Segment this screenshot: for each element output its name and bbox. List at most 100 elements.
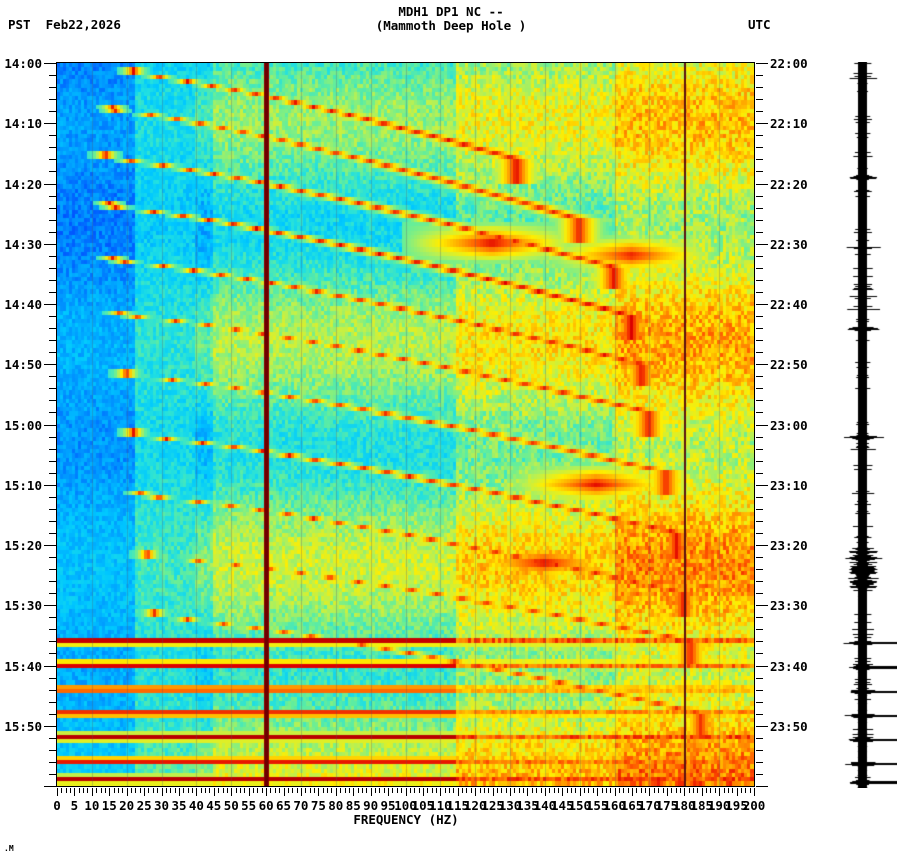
time-tick-left xyxy=(49,87,56,89)
frequency-tick xyxy=(523,788,525,793)
frequency-tick xyxy=(588,788,590,793)
frequency-label: 80 xyxy=(328,798,344,813)
frequency-tick xyxy=(283,788,285,796)
frequency-label: 50 xyxy=(223,798,239,813)
frequency-tick xyxy=(196,788,198,796)
frequency-tick xyxy=(658,788,660,793)
time-tick-right xyxy=(756,316,763,318)
frequency-tick xyxy=(440,788,442,796)
frequency-tick xyxy=(719,788,721,796)
time-tick-left xyxy=(49,267,56,269)
frequency-tick xyxy=(575,788,577,793)
frequency-tick xyxy=(710,788,712,793)
time-tick-right xyxy=(756,231,763,233)
time-tick-left xyxy=(49,448,56,450)
frequency-label: 165 xyxy=(620,798,644,813)
frequency-tick xyxy=(226,788,228,793)
frequency-label: 55 xyxy=(241,798,257,813)
time-tick-right xyxy=(756,713,763,715)
frequency-tick xyxy=(653,788,655,793)
time-tick-right xyxy=(756,159,763,161)
frequency-tick xyxy=(714,788,716,793)
frequency-tick xyxy=(449,788,451,793)
time-tick-right xyxy=(756,605,768,607)
frequency-tick xyxy=(496,788,498,793)
time-label-pst: 15:20 xyxy=(4,538,42,553)
time-axis-pst: 14:00 14:10 14:20 14:30 14:40 14:50 15:00 15:10… xyxy=(0,56,56,788)
time-tick-left xyxy=(49,520,56,522)
frequency-tick xyxy=(479,788,481,793)
frequency-tick xyxy=(83,788,85,793)
time-tick-right xyxy=(756,665,768,667)
frequency-tick xyxy=(562,788,564,796)
frequency-tick xyxy=(100,788,102,793)
time-tick-right xyxy=(756,786,768,787)
frequency-label: 125 xyxy=(481,798,504,813)
time-tick-right xyxy=(756,725,768,727)
time-label-utc: 23:50 xyxy=(770,718,808,734)
frequency-tick xyxy=(375,788,376,793)
frequency-label: 100 xyxy=(394,798,417,813)
spectrogram-plot[interactable] xyxy=(56,62,755,787)
seismogram-canvas xyxy=(825,62,897,788)
time-tick-left xyxy=(49,436,56,438)
time-tick-right xyxy=(756,701,763,703)
time-tick-right xyxy=(756,581,763,583)
frequency-tick xyxy=(274,788,276,793)
frequency-tick xyxy=(344,788,346,793)
time-tick-left xyxy=(49,316,56,318)
frequency-label: 85 xyxy=(345,798,361,813)
time-tick-left xyxy=(44,243,56,245)
time-tick-left xyxy=(49,376,56,378)
time-tick-right xyxy=(756,629,763,631)
time-tick-left xyxy=(49,195,56,197)
frequency-tick xyxy=(571,788,573,793)
time-tick-left xyxy=(44,665,56,667)
time-tick-left xyxy=(49,400,56,402)
frequency-tick xyxy=(671,788,673,793)
time-tick-left xyxy=(49,713,56,715)
frequency-tick xyxy=(296,788,298,793)
time-tick-left xyxy=(49,701,56,703)
time-tick-left xyxy=(49,388,56,390)
frequency-tick xyxy=(139,788,141,793)
frequency-label: 60 xyxy=(258,798,274,813)
frequency-tick xyxy=(87,788,89,793)
time-label-pst: 15:30 xyxy=(4,598,42,614)
frequency-tick xyxy=(544,788,546,796)
time-tick-right xyxy=(756,291,763,293)
time-tick-right xyxy=(756,617,763,619)
time-tick-right xyxy=(756,761,763,763)
frequency-tick xyxy=(414,788,416,793)
frequency-label: 140 xyxy=(533,798,557,813)
frequency-tick xyxy=(510,788,512,796)
time-tick-right xyxy=(756,99,763,101)
time-tick-right xyxy=(756,448,763,450)
time-tick-left xyxy=(44,786,56,787)
frequency-tick xyxy=(605,788,607,793)
frequency-tick xyxy=(475,788,477,796)
time-tick-right xyxy=(756,460,763,462)
frequency-tick xyxy=(706,788,708,793)
frequency-tick xyxy=(239,788,241,793)
time-tick-right xyxy=(756,279,763,281)
time-tick-right xyxy=(756,557,763,559)
time-tick-left xyxy=(49,508,56,510)
frequency-label: 35 xyxy=(171,798,187,813)
frequency-tick xyxy=(370,788,372,796)
time-tick-right xyxy=(756,376,763,378)
frequency-tick xyxy=(745,788,747,793)
frequency-label: 5 xyxy=(70,798,79,813)
time-tick-left xyxy=(44,484,56,486)
time-tick-right xyxy=(756,243,768,245)
frequency-tick xyxy=(396,788,398,793)
frequency-tick xyxy=(584,788,586,793)
frequency-label: 10 xyxy=(84,798,100,813)
frequency-tick xyxy=(723,788,725,793)
time-tick-right xyxy=(756,147,763,149)
time-tick-left xyxy=(49,99,56,101)
frequency-tick xyxy=(740,788,742,793)
time-tick-right xyxy=(756,123,768,125)
frequency-label: 155 xyxy=(585,798,609,813)
time-tick-right xyxy=(756,195,763,197)
